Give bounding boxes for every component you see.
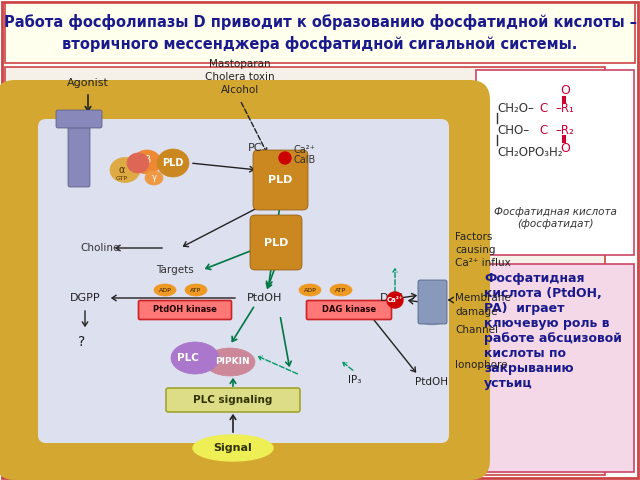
Text: DAG: DAG [380, 293, 404, 303]
Text: PtdOH kinase: PtdOH kinase [153, 305, 217, 314]
Ellipse shape [205, 348, 255, 376]
FancyBboxPatch shape [68, 118, 90, 187]
Text: Signal: Signal [214, 443, 252, 453]
Text: ADP: ADP [303, 288, 316, 292]
Text: Mastoparan
Cholera toxin
Alcohol: Mastoparan Cholera toxin Alcohol [205, 59, 275, 95]
Ellipse shape [193, 435, 273, 461]
Text: ?: ? [78, 335, 86, 349]
Ellipse shape [154, 284, 176, 296]
FancyBboxPatch shape [5, 3, 635, 63]
Text: CalB: CalB [293, 155, 316, 165]
FancyBboxPatch shape [253, 150, 308, 210]
Text: PtdOH: PtdOH [247, 293, 283, 303]
Ellipse shape [127, 153, 149, 173]
Ellipse shape [157, 149, 189, 177]
Text: O: O [560, 84, 570, 96]
FancyBboxPatch shape [5, 67, 605, 475]
Text: DGPP: DGPP [70, 293, 100, 303]
FancyBboxPatch shape [418, 280, 447, 324]
FancyBboxPatch shape [476, 264, 634, 472]
Text: Targets: Targets [156, 265, 194, 275]
Text: O: O [560, 142, 570, 155]
Text: Agonist: Agonist [67, 78, 109, 88]
Text: γ: γ [152, 173, 157, 182]
Ellipse shape [185, 284, 207, 296]
Text: C: C [539, 101, 547, 115]
Text: Ionophore: Ionophore [455, 360, 508, 370]
Text: ATP: ATP [190, 288, 202, 292]
Circle shape [279, 152, 291, 164]
Text: CHO–: CHO– [497, 123, 529, 136]
Text: Factors
causing
Ca²⁺ influx: Factors causing Ca²⁺ influx [455, 232, 511, 268]
Ellipse shape [145, 171, 163, 185]
Ellipse shape [299, 284, 321, 296]
Text: ATP: ATP [335, 288, 347, 292]
Text: PIPKIN: PIPKIN [214, 358, 250, 367]
Text: CH₂O–: CH₂O– [497, 101, 534, 115]
Text: Фосфатидная кислота
(фосфатидат): Фосфатидная кислота (фосфатидат) [493, 207, 616, 229]
FancyBboxPatch shape [166, 388, 300, 412]
Text: α: α [119, 165, 125, 175]
Text: PLD: PLD [163, 158, 184, 168]
Ellipse shape [110, 157, 140, 182]
Ellipse shape [330, 284, 352, 296]
Text: C: C [539, 123, 547, 136]
Ellipse shape [133, 150, 161, 174]
FancyBboxPatch shape [250, 215, 302, 270]
FancyBboxPatch shape [138, 300, 232, 320]
FancyBboxPatch shape [56, 110, 102, 128]
Text: Ca²⁺: Ca²⁺ [293, 145, 315, 155]
Text: β: β [144, 155, 150, 165]
Text: Фосфатидная
кислота (PtdOH,
PA)  играет
ключевую роль в
работе абсцизовой
кислот: Фосфатидная кислота (PtdOH, PA) играет к… [484, 272, 622, 390]
Text: PLD: PLD [264, 238, 288, 248]
Text: Membrane
damage: Membrane damage [455, 293, 511, 317]
Text: PLC: PLC [177, 353, 199, 363]
FancyBboxPatch shape [307, 300, 392, 320]
FancyBboxPatch shape [476, 70, 634, 255]
Text: CH₂OPO₃H₂: CH₂OPO₃H₂ [497, 146, 563, 159]
Text: PLD: PLD [268, 175, 292, 185]
Ellipse shape [171, 342, 219, 374]
Text: Choline: Choline [80, 243, 120, 253]
Text: PC: PC [248, 143, 262, 153]
FancyBboxPatch shape [0, 80, 490, 480]
Circle shape [387, 292, 403, 308]
Text: Ca²⁺: Ca²⁺ [387, 297, 403, 303]
FancyBboxPatch shape [38, 119, 449, 443]
Text: DAG kinase: DAG kinase [322, 305, 376, 314]
Text: Работа фосфолипазы D приводит к образованию фосфатидной кислоты –
вторичного мес: Работа фосфолипазы D приводит к образова… [3, 14, 637, 52]
Ellipse shape [418, 311, 446, 325]
Ellipse shape [418, 281, 446, 295]
Text: PtdOH: PtdOH [415, 377, 448, 387]
Text: PLC signaling: PLC signaling [193, 395, 273, 405]
Text: ADP: ADP [159, 288, 172, 292]
Text: –R₂: –R₂ [555, 123, 573, 136]
Text: Channel: Channel [455, 325, 498, 335]
Text: –R₁: –R₁ [555, 101, 574, 115]
Text: IP₃: IP₃ [348, 375, 362, 385]
Text: GTP: GTP [116, 176, 128, 180]
